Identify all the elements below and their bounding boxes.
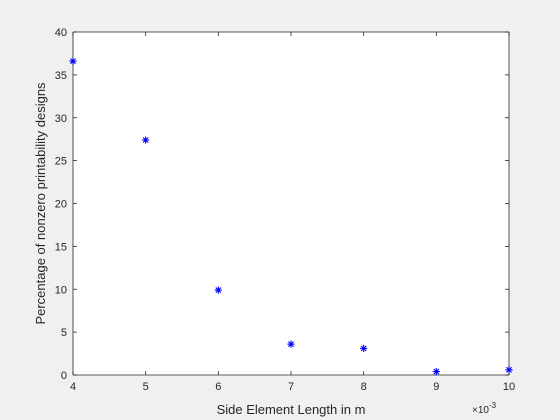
data-point (69, 57, 77, 65)
data-point (505, 366, 513, 374)
y-tick-label: 5 (61, 327, 67, 339)
plot-area (73, 32, 509, 375)
x-multiplier-exponent: -3 (489, 401, 497, 410)
x-tick-label: 6 (215, 381, 221, 393)
data-point (432, 367, 440, 376)
x-tick-label: 8 (361, 381, 367, 393)
y-tick-label: 10 (55, 284, 67, 296)
data-point (287, 340, 295, 348)
data-point (142, 136, 150, 144)
data-point (360, 344, 368, 353)
y-tick-label: 25 (55, 156, 67, 168)
data-point (214, 286, 222, 294)
x-tick-label: 4 (70, 381, 76, 393)
x-multiplier-base: ×10 (472, 405, 489, 416)
data-markers (69, 57, 513, 376)
x-tick-label: 10 (503, 381, 515, 393)
x-multiplier-label: ×10-3 (472, 401, 497, 416)
y-tick-label: 35 (55, 70, 67, 82)
y-tick-label: 40 (55, 27, 67, 39)
x-tick-label: 7 (288, 381, 294, 393)
y-tick-label: 20 (55, 199, 67, 211)
y-axis-label: Percentage of nonzero printability desig… (33, 82, 48, 325)
ticks: 4 5 6 7 8 9 10 0 5 10 15 20 25 30 35 40 (55, 27, 515, 393)
x-axis-label: Side Element Length in m (217, 402, 366, 417)
y-tick-label: 15 (55, 241, 67, 253)
x-tick-label: 9 (433, 381, 439, 393)
x-tick-label: 5 (143, 381, 149, 393)
y-tick-label: 30 (55, 113, 67, 125)
y-tick-label: 0 (61, 370, 67, 382)
